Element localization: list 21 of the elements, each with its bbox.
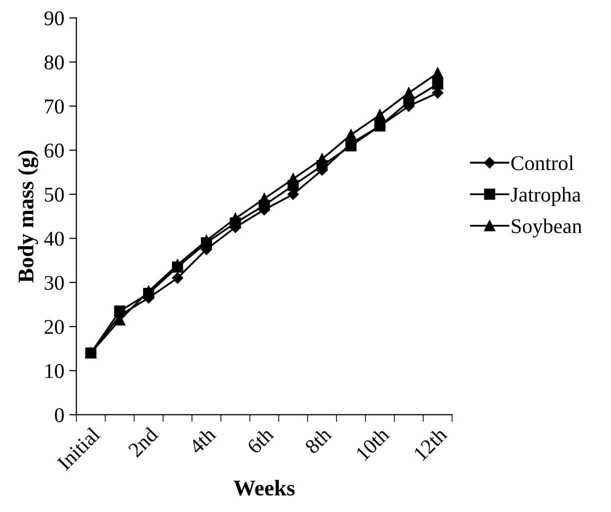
- x-tick-label: 4th: [188, 426, 217, 455]
- y-axis-title: Body mass (g): [18, 150, 38, 283]
- y-tick-label: 30: [44, 276, 64, 290]
- x-tick-label: 8th: [304, 426, 332, 454]
- y-tick-label: 0: [54, 408, 64, 422]
- y-tick-label: 50: [44, 188, 64, 202]
- legend-label: Control: [511, 156, 574, 170]
- y-tick-label: 70: [45, 99, 64, 114]
- legend-label: Jatropha: [510, 187, 581, 206]
- x-axis-title: Weeks: [234, 480, 295, 496]
- y-tick-label: 40: [44, 232, 64, 246]
- legend-label: Soybean: [512, 218, 582, 238]
- x-tick-label: 10th: [354, 426, 390, 462]
- x-tick-label: 6th: [246, 426, 274, 454]
- x-tick-label: 2nd: [127, 426, 159, 458]
- y-tick-label: 80: [44, 55, 64, 70]
- x-tick-label: 12th: [412, 426, 448, 462]
- y-tick-label: 60: [44, 144, 64, 158]
- y-tick-label: 10: [46, 364, 64, 378]
- y-tick-label: 20: [44, 320, 64, 334]
- y-tick-label: 90: [44, 11, 64, 26]
